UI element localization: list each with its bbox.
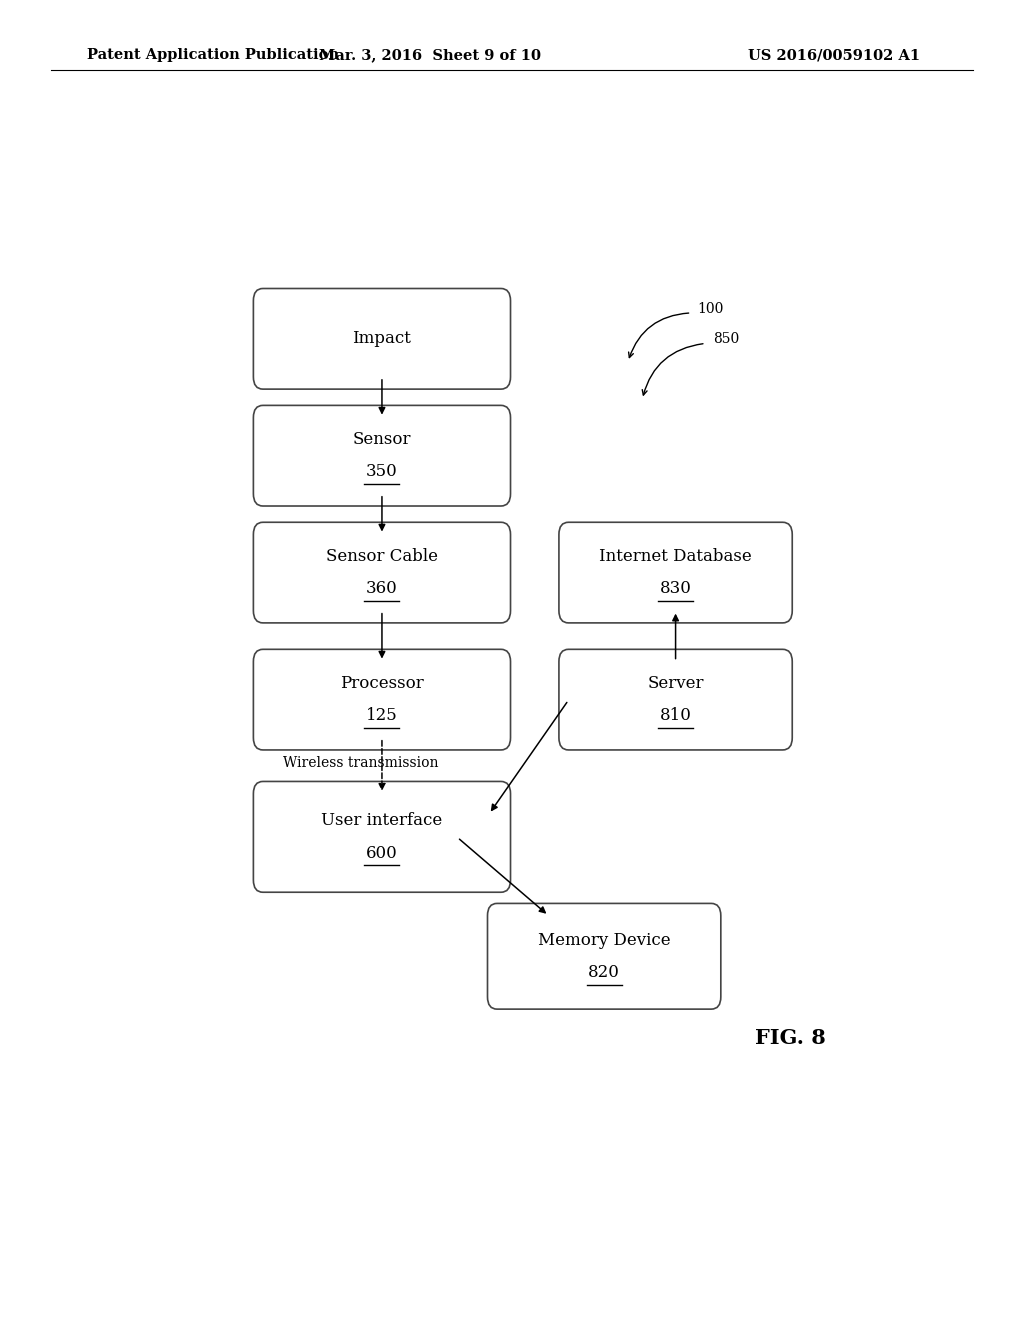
Text: US 2016/0059102 A1: US 2016/0059102 A1: [748, 49, 920, 62]
Text: FIG. 8: FIG. 8: [756, 1027, 826, 1048]
Text: Internet Database: Internet Database: [599, 548, 752, 565]
Text: 350: 350: [366, 463, 398, 480]
Text: 600: 600: [366, 845, 398, 862]
Text: 810: 810: [659, 708, 691, 725]
FancyBboxPatch shape: [253, 781, 511, 892]
FancyBboxPatch shape: [253, 289, 511, 389]
Text: 125: 125: [366, 708, 398, 725]
Text: Sensor Cable: Sensor Cable: [326, 548, 438, 565]
Text: 100: 100: [697, 302, 724, 315]
FancyBboxPatch shape: [487, 903, 721, 1008]
Text: Sensor: Sensor: [352, 430, 412, 447]
Text: 360: 360: [366, 581, 398, 598]
FancyBboxPatch shape: [253, 649, 511, 750]
Text: Memory Device: Memory Device: [538, 932, 671, 949]
Text: User interface: User interface: [322, 812, 442, 829]
Text: Mar. 3, 2016  Sheet 9 of 10: Mar. 3, 2016 Sheet 9 of 10: [319, 49, 541, 62]
Text: 820: 820: [588, 964, 621, 981]
Text: Patent Application Publication: Patent Application Publication: [87, 49, 339, 62]
Text: Wireless transmission: Wireless transmission: [283, 756, 438, 770]
FancyBboxPatch shape: [559, 523, 793, 623]
Text: 830: 830: [659, 581, 691, 598]
FancyBboxPatch shape: [253, 405, 511, 506]
Text: Processor: Processor: [340, 675, 424, 692]
Text: 850: 850: [713, 333, 739, 346]
FancyBboxPatch shape: [559, 649, 793, 750]
Text: Server: Server: [647, 675, 703, 692]
FancyBboxPatch shape: [253, 523, 511, 623]
Text: Impact: Impact: [352, 330, 412, 347]
